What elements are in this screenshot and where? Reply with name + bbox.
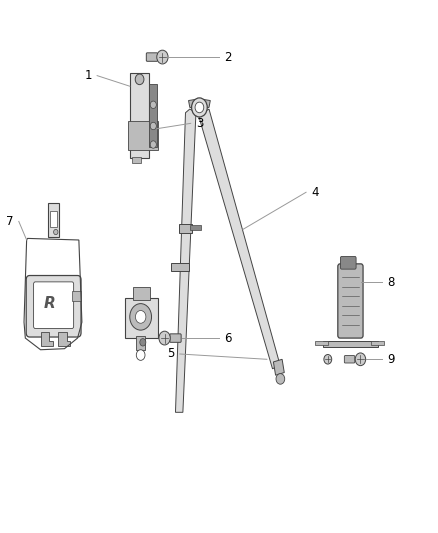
Bar bbox=[50, 211, 57, 227]
FancyBboxPatch shape bbox=[26, 276, 81, 337]
Polygon shape bbox=[176, 109, 196, 413]
Text: 2: 2 bbox=[224, 51, 232, 63]
Circle shape bbox=[150, 122, 156, 130]
FancyBboxPatch shape bbox=[344, 356, 355, 363]
Bar bbox=[132, 157, 141, 163]
Text: 1: 1 bbox=[85, 69, 92, 82]
Text: R: R bbox=[43, 296, 55, 311]
Circle shape bbox=[130, 304, 152, 330]
Text: 4: 4 bbox=[311, 186, 319, 199]
Text: 3: 3 bbox=[196, 117, 203, 130]
Circle shape bbox=[159, 331, 170, 345]
Bar bbox=[190, 224, 201, 230]
Circle shape bbox=[157, 50, 168, 64]
Circle shape bbox=[355, 353, 366, 366]
Circle shape bbox=[135, 311, 146, 323]
Polygon shape bbox=[273, 359, 284, 375]
Text: 9: 9 bbox=[388, 353, 395, 366]
Polygon shape bbox=[58, 332, 70, 346]
Bar bbox=[179, 223, 191, 233]
Circle shape bbox=[150, 141, 156, 148]
Polygon shape bbox=[41, 332, 53, 346]
Bar bbox=[149, 84, 157, 147]
Circle shape bbox=[135, 74, 144, 85]
Circle shape bbox=[195, 102, 204, 113]
Bar bbox=[133, 287, 150, 300]
Bar bbox=[371, 341, 385, 345]
Bar bbox=[72, 292, 81, 301]
Bar bbox=[171, 263, 188, 271]
Bar bbox=[48, 203, 59, 237]
Circle shape bbox=[140, 338, 146, 346]
Polygon shape bbox=[198, 109, 280, 369]
FancyBboxPatch shape bbox=[340, 256, 356, 269]
Circle shape bbox=[53, 229, 58, 235]
FancyBboxPatch shape bbox=[338, 264, 363, 338]
Text: 8: 8 bbox=[388, 276, 395, 289]
Bar bbox=[315, 341, 328, 345]
Bar bbox=[130, 73, 149, 158]
Polygon shape bbox=[188, 100, 210, 108]
Bar bbox=[136, 336, 145, 350]
Text: 7: 7 bbox=[6, 215, 14, 228]
FancyBboxPatch shape bbox=[34, 282, 74, 328]
Bar bbox=[125, 298, 158, 338]
Circle shape bbox=[191, 98, 207, 117]
Text: 5: 5 bbox=[167, 348, 175, 360]
FancyBboxPatch shape bbox=[146, 53, 158, 61]
Text: 6: 6 bbox=[224, 332, 232, 344]
Circle shape bbox=[276, 374, 285, 384]
Circle shape bbox=[136, 350, 145, 360]
Circle shape bbox=[324, 354, 332, 364]
Polygon shape bbox=[323, 341, 378, 347]
Circle shape bbox=[150, 101, 156, 109]
FancyBboxPatch shape bbox=[170, 334, 181, 342]
Bar bbox=[127, 120, 158, 150]
